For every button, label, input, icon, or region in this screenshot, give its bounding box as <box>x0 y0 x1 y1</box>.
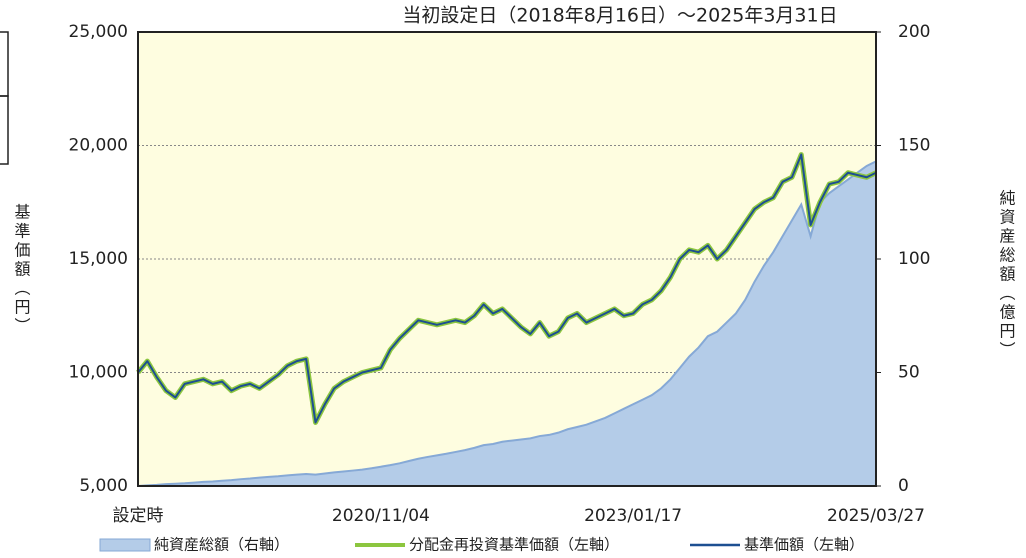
y-axis-label: 基準価額（円） <box>12 204 31 337</box>
y-tick-label: 15,000 <box>69 249 128 269</box>
x-tick-label: 2020/11/04 <box>332 506 430 526</box>
line <box>137 153 877 424</box>
y-tick-label: 10,000 <box>69 363 128 383</box>
y2-tick-label: 0 <box>898 476 909 496</box>
y-tick-label: 25,000 <box>69 22 128 42</box>
cut-box <box>0 31 9 97</box>
y2-axis-label: 純資産総額（億円） <box>997 190 1016 361</box>
cut-box <box>0 95 9 165</box>
x-tick-label: 設定時 <box>113 506 164 526</box>
legend-swatch <box>99 538 151 552</box>
legend-label: 基準価額（左軸） <box>744 536 864 554</box>
chart-title: 当初設定日（2018年8月16日）〜2025年3月31日 <box>402 5 837 27</box>
y2-tick-label: 100 <box>898 249 930 269</box>
y2-tick-label: 150 <box>898 136 930 156</box>
x-tick-label: 2025/03/27 <box>827 506 925 526</box>
y2-tick-label: 50 <box>898 363 920 383</box>
y2-tick-label: 200 <box>898 22 930 42</box>
y-tick-label: 5,000 <box>79 476 128 496</box>
x-tick-label: 2023/01/17 <box>584 506 682 526</box>
area <box>137 159 877 487</box>
plot-border <box>137 31 877 487</box>
y-tick-label: 20,000 <box>69 136 128 156</box>
legend-label: 分配金再投資基準価額（左軸） <box>409 536 619 554</box>
legend-label: 純資産総額（右軸） <box>154 536 289 554</box>
